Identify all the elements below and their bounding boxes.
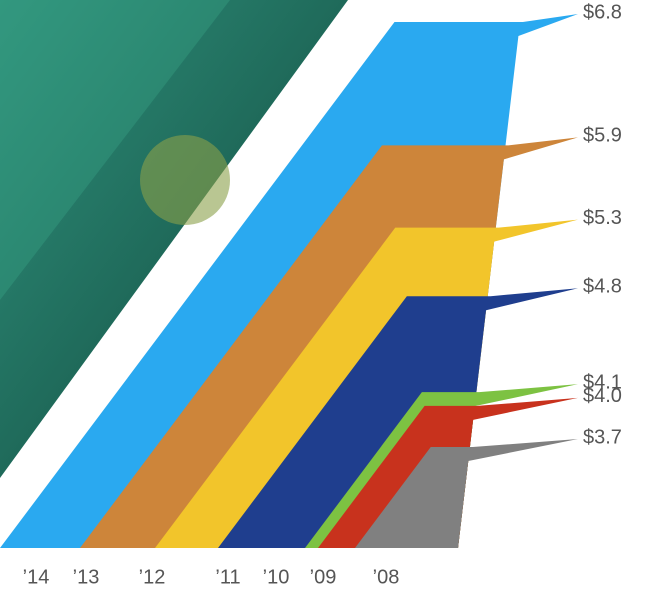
value-label: $6.8 [583, 1, 622, 23]
value-label: $4.8 [583, 275, 622, 297]
photo-detail [140, 135, 230, 225]
value-label: $4.0 [583, 385, 622, 407]
value-label: $5.9 [583, 125, 622, 147]
x-tick-label: ’10 [263, 566, 290, 588]
x-tick-label: ’11 [215, 566, 240, 588]
bar [218, 288, 578, 548]
x-tick-label: ’09 [310, 566, 337, 588]
photo [0, 0, 348, 478]
x-tick-label: ’14 [23, 566, 50, 588]
value-label: $3.7 [583, 426, 622, 448]
x-tick-label: ’08 [373, 566, 400, 588]
photo-highlight [0, 0, 230, 300]
x-tick-label: ’13 [73, 566, 100, 588]
value-label: $5.3 [583, 207, 622, 229]
value-label: $4.1 [583, 371, 622, 393]
bar [355, 439, 578, 548]
x-tick-label: ’12 [139, 566, 166, 588]
